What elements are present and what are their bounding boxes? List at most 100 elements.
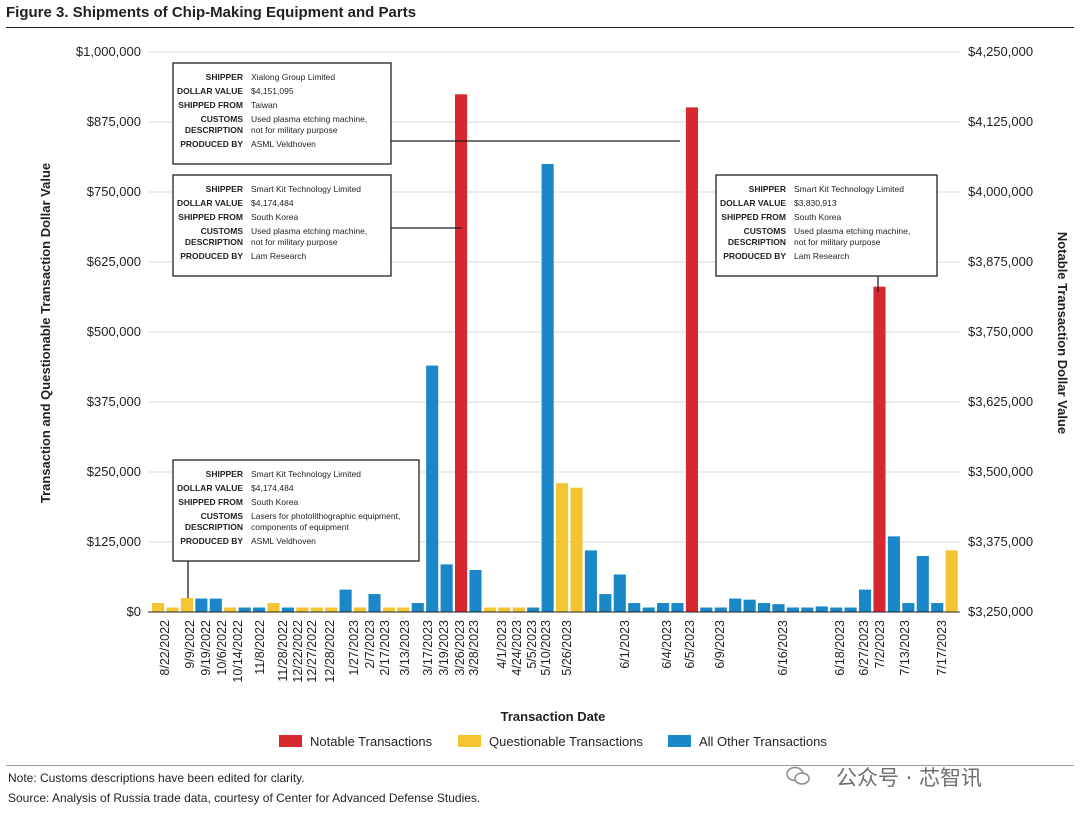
y-tick-label: $375,000 (87, 394, 141, 409)
annotation-key: SHIPPER (206, 469, 243, 479)
y2-tick-label: $3,250,000 (968, 604, 1033, 619)
other-bar (195, 598, 208, 612)
other-bar (916, 556, 929, 612)
y2-tick-label: $3,500,000 (968, 464, 1033, 479)
notable-bar (685, 107, 698, 612)
x-tick-label: 11/28/2022 (276, 620, 290, 682)
questionable-bar (512, 607, 525, 612)
annotation-key: DOLLAR VALUE (720, 198, 786, 208)
legend-swatch (458, 735, 481, 747)
x-tick-label: 2/7/2023 (363, 620, 377, 669)
other-bar (830, 607, 843, 612)
other-bar (859, 589, 872, 612)
questionable-bar (382, 607, 395, 612)
x-tick-label: 3/19/2023 (437, 620, 451, 676)
other-bar (657, 603, 670, 612)
annotation-value: ASML Veldhoven (251, 139, 316, 149)
bars (152, 94, 958, 613)
notable-bar (455, 94, 468, 613)
x-tick-label: 12/27/2022 (305, 620, 319, 683)
annotation-value: $4,151,095 (251, 86, 294, 96)
annotation-value: Used plasma etching machine, (251, 114, 367, 124)
annotation-key: CUSTOMS (201, 226, 244, 236)
other-bar (844, 607, 857, 612)
annotation-value: Lam Research (794, 251, 850, 261)
other-bar (902, 603, 915, 612)
x-tick-label: 11/8/2022 (253, 620, 267, 675)
wechat-icon (786, 766, 810, 785)
annotation-key: PRODUCED BY (723, 251, 786, 261)
annotation-key: SHIPPED FROM (178, 100, 243, 110)
x-tick-label: 6/5/2023 (683, 620, 697, 669)
other-bar (599, 594, 612, 612)
other-bar (527, 607, 540, 612)
notable-bar (873, 286, 886, 612)
watermark-text: 公众号 · 芯智讯 (836, 766, 983, 790)
y2-tick-label: $4,125,000 (968, 114, 1033, 129)
annotation-key: DESCRIPTION (185, 522, 243, 532)
note-text: Note: Customs descriptions have been edi… (8, 771, 305, 785)
x-tick-label: 6/18/2023 (833, 620, 847, 676)
questionable-bar (945, 550, 958, 612)
right-axis-ticks: $3,250,000 $3,375,000 $3,500,000 $3,625,000… (968, 44, 1033, 619)
annotation-value: Smart Kit Technology Limited (251, 184, 361, 194)
other-bar (700, 607, 713, 612)
annotation-value: South Korea (251, 497, 299, 507)
annotation-value: Smart Kit Technology Limited (251, 469, 361, 479)
y-tick-label: $875,000 (87, 114, 141, 129)
questionable-bar (498, 607, 511, 612)
other-bar (887, 536, 900, 612)
annotation-value: not for military purpose (251, 125, 338, 135)
y2-tick-label: $4,250,000 (968, 44, 1033, 59)
x-tick-label: 9/19/2022 (199, 620, 213, 676)
annotation-value: Smart Kit Technology Limited (794, 184, 904, 194)
x-tick-label: 3/26/2023 (453, 620, 467, 676)
questionable-bar (310, 607, 323, 612)
x-tick-label: 6/4/2023 (660, 620, 674, 669)
y2-tick-label: $3,875,000 (968, 254, 1033, 269)
questionable-bar (325, 607, 338, 612)
annotation-value: Used plasma etching machine, (794, 226, 910, 236)
other-bar (281, 607, 294, 612)
x-tick-label: 7/17/2023 (935, 620, 949, 676)
x-tick-label: 3/13/2023 (398, 620, 412, 676)
questionable-bar (556, 483, 569, 612)
annotation-value: components of equipment (251, 522, 349, 532)
shipments-chart: $0 $125,000 $250,000 $375,000 $500,000 $625,0… (38, 44, 1070, 749)
legend-swatch (279, 735, 302, 747)
annotation-value: Lasers for photolithographic equipment, (251, 511, 400, 521)
x-tick-label: 8/22/2022 (158, 620, 172, 676)
title-divider (6, 27, 1074, 28)
annotation-value: Taiwan (251, 100, 278, 110)
other-bar (931, 603, 944, 612)
annotation-value: Xialong Group Limited (251, 72, 335, 82)
annotation-value: ASML Veldhoven (251, 536, 316, 546)
annotation-key: DOLLAR VALUE (177, 86, 243, 96)
x-tick-label: 10/14/2022 (231, 620, 245, 683)
y2-tick-label: $3,625,000 (968, 394, 1033, 409)
x-tick-label: 4/1/2023 (495, 620, 509, 669)
annotation-key: SHIPPED FROM (721, 212, 786, 222)
other-bar (440, 564, 453, 612)
annotation-key: SHIPPER (206, 184, 243, 194)
x-tick-label: 9/9/2022 (183, 620, 197, 669)
annotation-value: $4,174,484 (251, 483, 294, 493)
x-tick-label: 7/13/2023 (898, 620, 912, 676)
y-tick-label: $625,000 (87, 254, 141, 269)
y-tick-label: $0 (127, 604, 141, 619)
annotation-key: SHIPPED FROM (178, 497, 243, 507)
annotation-value: not for military purpose (794, 237, 881, 247)
annotation-key: DESCRIPTION (185, 125, 243, 135)
x-tick-label: 5/5/2023 (525, 620, 539, 669)
other-bar (613, 574, 626, 612)
y-tick-label: $750,000 (87, 184, 141, 199)
annotation-key: PRODUCED BY (180, 536, 243, 546)
other-bar (469, 570, 482, 612)
annotation-key: DOLLAR VALUE (177, 483, 243, 493)
annotation-box: SHIPPER Smart Kit Technology Limited DOLLA… (715, 174, 938, 292)
questionable-bar (296, 607, 309, 612)
other-bar (628, 603, 641, 612)
annotation-key: SHIPPER (206, 72, 243, 82)
annotation-value: Used plasma etching machine, (251, 226, 367, 236)
y2-tick-label: $3,375,000 (968, 534, 1033, 549)
